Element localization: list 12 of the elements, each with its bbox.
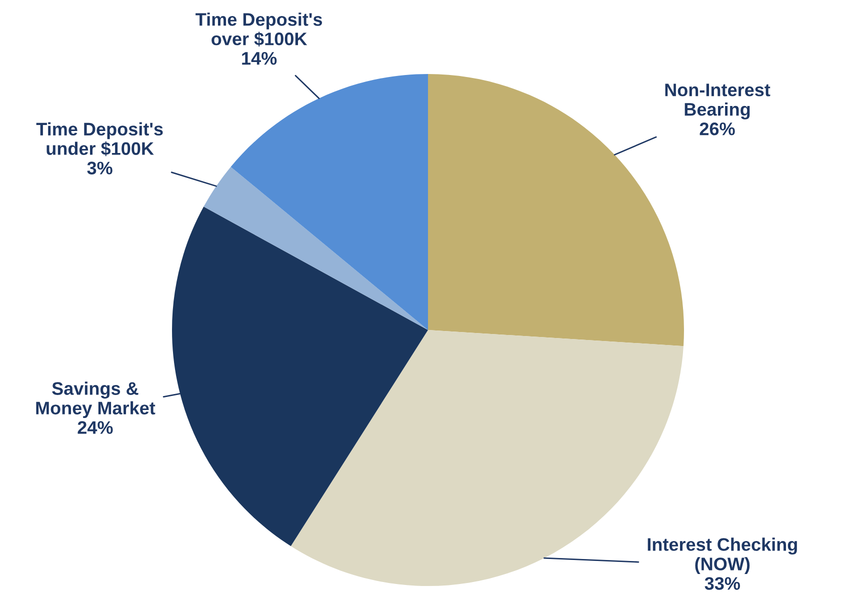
data-label: 3% bbox=[87, 162, 112, 174]
data-label: 14% bbox=[242, 52, 277, 65]
slice-label: Savings & Money Market bbox=[36, 382, 156, 418]
data-label: 33% bbox=[704, 577, 740, 590]
slice-label: Time Deposit's under $100K bbox=[36, 122, 163, 156]
slice-label: Non-Interest Bearing bbox=[665, 84, 770, 120]
data-label: 26% bbox=[700, 122, 735, 136]
pie-slice bbox=[230, 74, 428, 330]
pie-slice bbox=[204, 166, 428, 330]
slice-label: Time Deposit's over $100K bbox=[196, 12, 322, 46]
data-label: 24% bbox=[78, 421, 113, 434]
slice-label: Interest Checking (NOW) bbox=[648, 538, 797, 574]
